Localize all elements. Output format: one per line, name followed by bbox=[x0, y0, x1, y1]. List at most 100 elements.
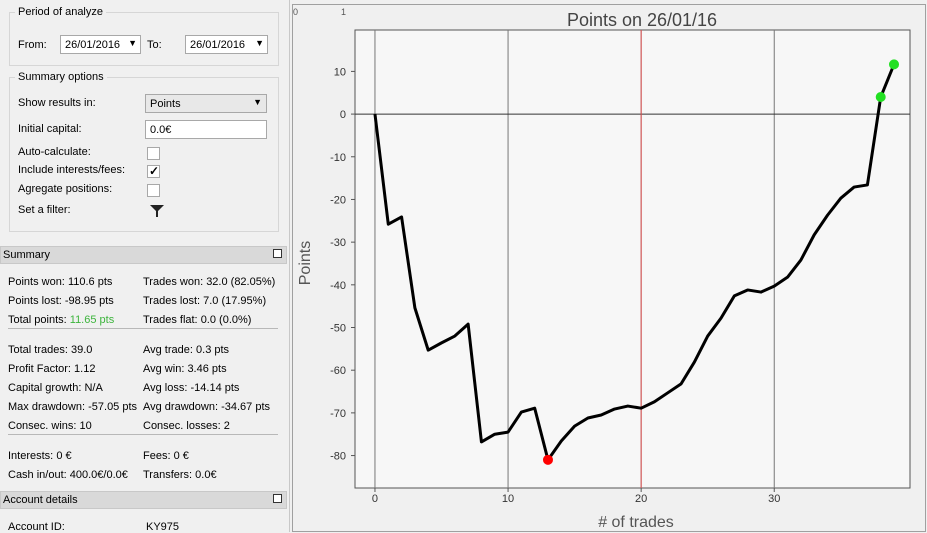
stat-label: Trades lost: bbox=[143, 295, 201, 307]
select-value: Points bbox=[150, 98, 181, 110]
results-select[interactable]: Points ▼ bbox=[145, 94, 267, 113]
stat-label: Cash in/out: bbox=[8, 469, 67, 481]
y-tick-label: -40 bbox=[330, 280, 346, 292]
from-label: From: bbox=[18, 39, 47, 51]
highlight-point bbox=[542, 454, 553, 465]
stat: Profit Factor: 1.12 bbox=[8, 363, 95, 375]
options-box bbox=[9, 77, 279, 232]
stat-label: Avg drawdown: bbox=[143, 401, 219, 413]
filter-icon[interactable] bbox=[150, 204, 164, 221]
stat: Avg loss: -14.14 pts bbox=[143, 382, 239, 394]
stat-label: Consec. wins: bbox=[8, 420, 77, 432]
stat: Capital growth: N/A bbox=[8, 382, 103, 394]
stat: Total trades: 39.0 bbox=[8, 344, 92, 356]
stat-value: -57.05 pts bbox=[88, 401, 138, 413]
capital-input[interactable]: 0.0€ bbox=[145, 120, 267, 139]
to-select[interactable]: 26/01/2016 ▼ bbox=[185, 35, 268, 54]
option-label: Initial capital: bbox=[18, 123, 82, 135]
y-tick-label: 0 bbox=[340, 109, 346, 121]
highlight-point bbox=[889, 59, 900, 70]
stat-label: Trades won: bbox=[143, 276, 204, 288]
checkbox[interactable] bbox=[147, 184, 160, 197]
highlight-point bbox=[875, 92, 886, 103]
x-tick-label: 30 bbox=[768, 493, 780, 505]
y-tick-label: -10 bbox=[330, 152, 346, 164]
separator bbox=[8, 328, 278, 329]
stat-value: 11.65 pts bbox=[69, 314, 115, 326]
chart-title: Points on 26/01/16 bbox=[567, 10, 717, 30]
account-value: KY975 bbox=[146, 521, 180, 533]
stat: Consec. losses: 2 bbox=[143, 420, 230, 432]
dropdown-arrow: ▼ bbox=[253, 97, 262, 107]
from-select[interactable]: 26/01/2016 ▼ bbox=[60, 35, 141, 54]
x-tick-label: 0 bbox=[372, 493, 378, 505]
dropdown-arrow: ▼ bbox=[255, 38, 264, 48]
stat-value: -14.14 pts bbox=[190, 382, 240, 394]
stat-label: Consec. losses: bbox=[143, 420, 221, 432]
chart: 0 1 Points on 26/01/16 # of trades Points 0 10… bbox=[292, 4, 926, 532]
stat-value: -34.67 pts bbox=[221, 401, 270, 413]
input-value: 0.0€ bbox=[150, 124, 172, 136]
stat-label: Avg loss: bbox=[143, 382, 188, 394]
stat-label: Trades flat: bbox=[143, 314, 198, 326]
line-series bbox=[373, 63, 896, 462]
stat-label: Capital growth: bbox=[8, 382, 82, 394]
stat-value: 0.0 (0.0%) bbox=[200, 314, 252, 326]
checkbox[interactable]: ✓ bbox=[147, 164, 160, 178]
stat-value: 400.0€/0.0€ bbox=[69, 469, 128, 481]
stat: Total points: 11.65 pts bbox=[8, 314, 114, 326]
stat: Trades lost: 7.0 (17.95%) bbox=[143, 295, 266, 307]
option-label: Agregate positions: bbox=[18, 183, 113, 195]
stat-label: Transfers: bbox=[143, 469, 193, 481]
period-title: Period of analyze bbox=[15, 6, 106, 18]
restore-icon bbox=[273, 249, 282, 258]
option-label: Auto-calculate: bbox=[18, 146, 91, 158]
stat-value: 0 € bbox=[56, 450, 72, 462]
stat-value: 10 bbox=[79, 420, 92, 432]
stat: Avg win: 3.46 pts bbox=[143, 363, 227, 375]
y-tick-label: -80 bbox=[330, 451, 346, 463]
stat: Avg trade: 0.3 pts bbox=[143, 344, 229, 356]
option-label: Include interests/fees: bbox=[18, 164, 126, 176]
stat-value: 0.0€ bbox=[195, 469, 217, 481]
corner-label: 1 bbox=[341, 7, 346, 17]
stat: Cash in/out: 400.0€/0.0€ bbox=[8, 469, 128, 481]
stat-value: 3.46 pts bbox=[187, 363, 227, 375]
y-tick-label: -50 bbox=[330, 323, 346, 335]
stat-value: 0 € bbox=[173, 450, 189, 462]
option-label: Set a filter: bbox=[18, 204, 71, 216]
corner-label: 0 bbox=[293, 7, 298, 17]
stat-label: Interests: bbox=[8, 450, 54, 462]
stat-value: 7.0 (17.95%) bbox=[203, 295, 267, 307]
account-label: Account ID: bbox=[8, 521, 65, 533]
separator bbox=[8, 434, 278, 435]
stat: Fees: 0 € bbox=[143, 450, 189, 462]
stat: Consec. wins: 10 bbox=[8, 420, 92, 432]
stat-value: -98.95 pts bbox=[64, 295, 114, 307]
y-tick-label: 10 bbox=[334, 66, 346, 78]
stat-value: 0.3 pts bbox=[196, 344, 230, 356]
y-tick-label: -60 bbox=[330, 365, 346, 377]
stat-label: Total points: bbox=[8, 314, 67, 326]
y-tick-label: -70 bbox=[330, 408, 346, 420]
left-panel: Period of analyze From: 26/01/2016 ▼ To: 26/0… bbox=[0, 0, 290, 533]
x-tick-label: 10 bbox=[502, 493, 514, 505]
stat: Trades won: 32.0 (82.05%) bbox=[143, 276, 275, 288]
dropdown-arrow: ▼ bbox=[128, 38, 137, 48]
x-tick-label: 20 bbox=[635, 493, 647, 505]
stat: Points won: 110.6 pts bbox=[8, 276, 112, 288]
stat-value: N/A bbox=[84, 382, 103, 394]
filter-glyph bbox=[150, 205, 164, 217]
stat-label: Max drawdown: bbox=[8, 401, 86, 413]
stat-label: Avg trade: bbox=[143, 344, 193, 356]
panel-divider bbox=[289, 0, 290, 532]
stat: Trades flat: 0.0 (0.0%) bbox=[143, 314, 251, 326]
option-label: Show results in: bbox=[18, 97, 96, 109]
y-tick-label: -20 bbox=[330, 194, 346, 206]
checkbox[interactable] bbox=[147, 147, 160, 160]
stat-value: 39.0 bbox=[70, 344, 93, 356]
check-mark: ✓ bbox=[149, 164, 160, 178]
to-value: 26/01/2016 bbox=[190, 39, 246, 51]
stat-value: 1.12 bbox=[74, 363, 96, 375]
